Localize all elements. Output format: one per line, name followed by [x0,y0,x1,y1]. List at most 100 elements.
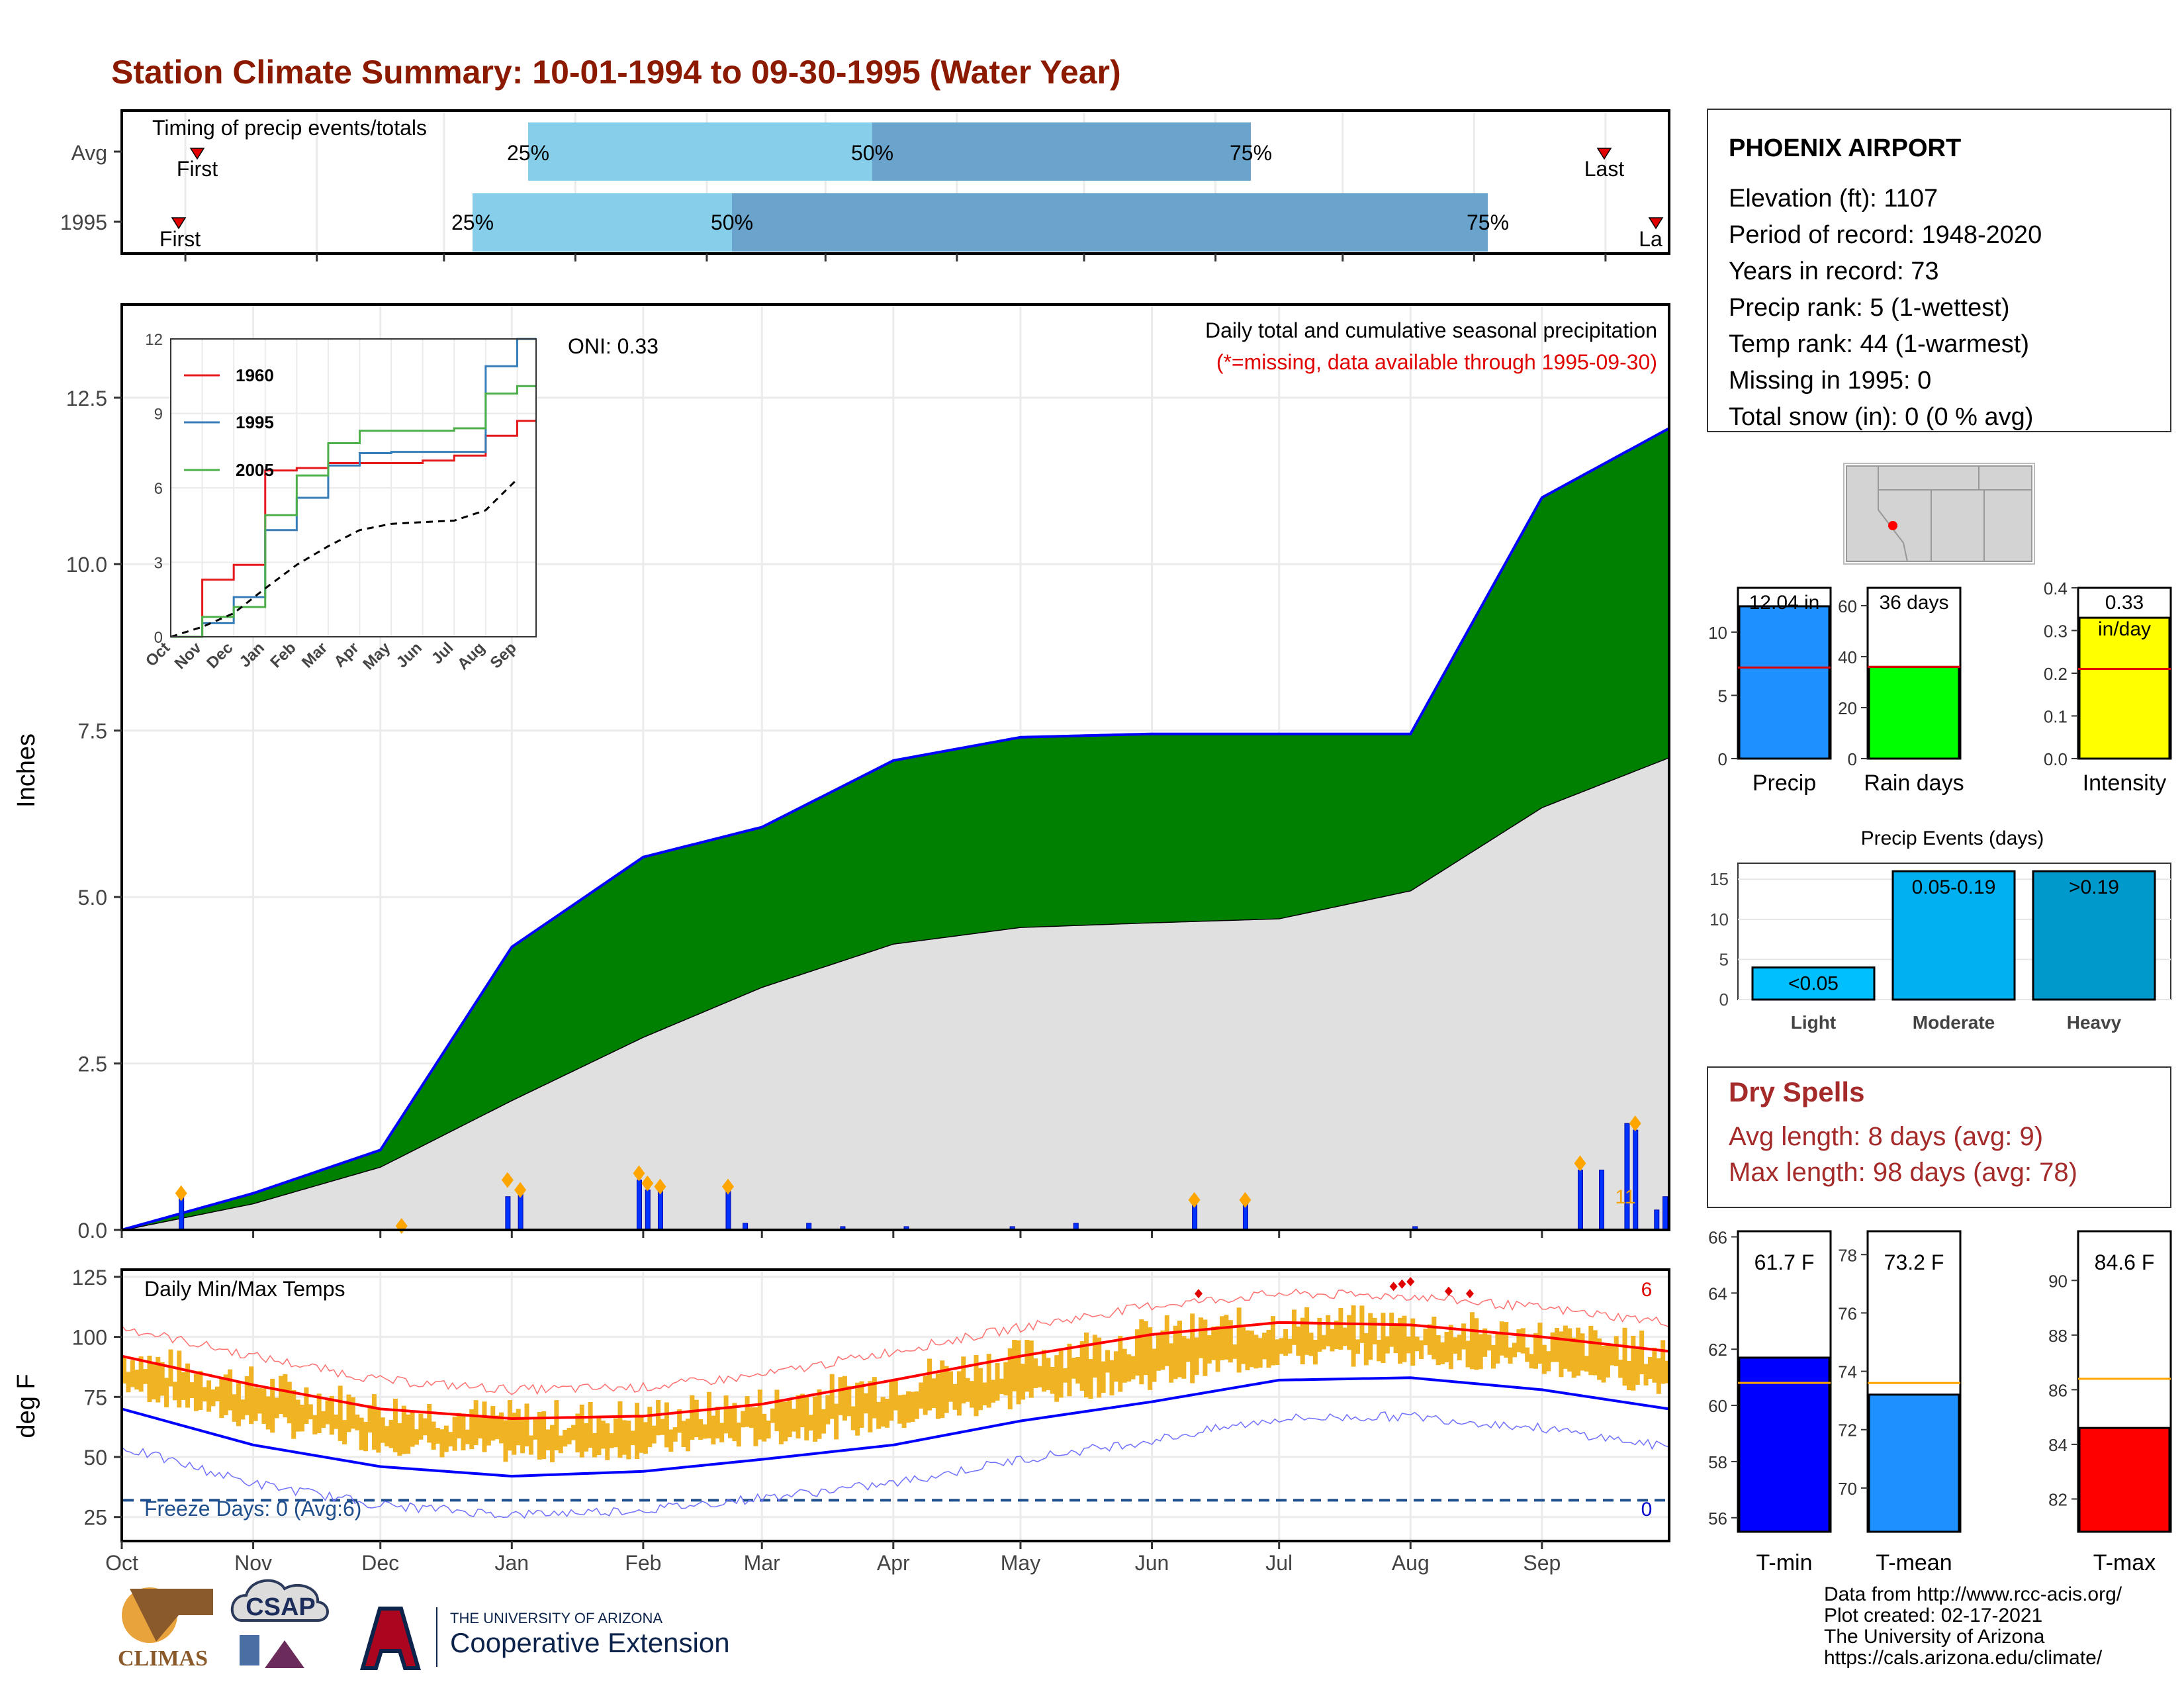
intensity-tick-label: 0.1 [2044,707,2068,727]
daily-temp-range [1580,1333,1585,1371]
daily-temp-range [570,1425,576,1440]
daily-temp-range [1220,1316,1225,1360]
daily-temp-range [283,1374,288,1418]
daily-temp-range [240,1399,246,1420]
intensity-label: Intensity [2083,771,2167,796]
daily-precip-bar [179,1196,185,1231]
map-state-co [1978,465,2032,491]
daily-temp-range [541,1411,547,1460]
daily-temp-range [1393,1325,1398,1354]
timing-avg-p75: 75% [1230,141,1272,165]
daily-temp-range [1075,1357,1081,1384]
tmin-tick-label: 56 [1708,1509,1727,1528]
temp-bar-charts: 56 58 60 62 64 66 61.7 F T-min 70 72 74 76 78 73.2 F T… [1708,1227,2172,1575]
timing-avg-p50: 50% [851,141,893,165]
daily-temp-range [910,1391,915,1422]
daily-temp-range [1377,1339,1382,1362]
daily-temp-range [1656,1358,1661,1394]
daily-temp-range [1490,1344,1496,1369]
daily-temp-range [1164,1315,1169,1366]
inset-ytick-label: 9 [154,406,163,424]
daily-temp-range [443,1425,449,1452]
daily-precip-bar [636,1180,642,1231]
daily-temp-range [859,1381,864,1428]
daily-temp-range [507,1400,512,1451]
daily-temp-range [1610,1345,1615,1366]
daily-temp-range [1067,1343,1072,1397]
daily-temp-range [452,1416,457,1451]
daily-temp-range [1236,1307,1242,1373]
daily-temp-range [308,1404,313,1420]
daily-temp-range [970,1381,975,1408]
daily-temp-range [1508,1347,1513,1364]
daily-temp-range [614,1418,619,1448]
timing-avg-bar-50-75 [872,122,1251,181]
temp-ytick-label: 25 [83,1506,107,1530]
daily-temp-range [575,1413,580,1453]
daily-temp-range [660,1419,665,1435]
daily-temp-range [359,1417,364,1450]
rain-days-chart: 0 20 40 60 36 days Rain days [1838,586,1964,796]
daily-temp-range [715,1407,720,1439]
daily-temp-range [1206,1335,1212,1364]
daily-temp-range [706,1391,711,1438]
daily-precip-bar [1624,1123,1630,1231]
timing-avg-first: First [177,157,218,181]
events-title: Precip Events (days) [1861,827,2044,849]
daily-temp-range [1177,1321,1182,1378]
station-info-box: PHOENIX AIRPORT Elevation (ft): 1107 Per… [1707,109,2171,432]
temp-title: Daily Min/Max Temps [144,1277,345,1301]
daily-temp-range [1546,1351,1551,1372]
events-bar-heavy [2032,870,2156,1001]
daily-temp-range [524,1403,529,1447]
precip-total-label: Precip [1752,771,1816,796]
daily-temp-range [257,1387,262,1414]
daily-temp-range [757,1389,762,1440]
month-label: Feb [625,1551,661,1575]
footer-line: Plot created: 02-17-2021 [1824,1605,2042,1626]
daily-temp-range [1169,1343,1174,1383]
daily-temp-range [868,1381,873,1432]
daily-temp-range [1541,1344,1547,1374]
inset-ytick-label: 12 [145,331,163,349]
daily-temp-range [388,1420,394,1448]
daily-temp-range [249,1366,254,1425]
daily-temp-range [931,1378,936,1408]
daily-temp-range [563,1429,568,1447]
rain-days-value: 36 days [1879,592,1948,614]
dry-spells-avg: Avg length: 8 days (avg: 9) [1729,1122,2043,1151]
daily-temp-range [600,1421,606,1449]
tmax-tick-label: 86 [2048,1380,2068,1400]
month-label: Dec [361,1551,399,1575]
daily-temp-range [431,1421,436,1450]
daily-temp-range [1194,1337,1199,1376]
daily-temp-range [1465,1340,1471,1368]
daily-temp-range [1529,1354,1534,1369]
daily-temp-range [766,1421,771,1439]
daily-temp-range [1148,1327,1153,1390]
daily-temp-range [520,1418,525,1454]
daily-temp-range [1652,1347,1657,1383]
daily-temp-range [1257,1338,1263,1368]
daily-temp-range [1139,1319,1144,1385]
precip-total-tick-label: 0 [1718,749,1727,769]
footer-line: The University of Arizona [1824,1626,2045,1648]
daily-temp-range [427,1403,432,1443]
daily-temp-range [516,1409,521,1446]
tmean-tick-label: 76 [1838,1303,1857,1323]
daily-temp-range [1537,1322,1543,1364]
csap-logo-rain [240,1635,259,1665]
daily-temp-range [592,1432,598,1458]
daily-temp-range [422,1418,428,1436]
daily-temp-range [1440,1342,1445,1364]
ua-a-mark [360,1607,421,1670]
daily-temp-range [1312,1339,1318,1365]
timing-avg-last: Last [1584,157,1625,181]
daily-temp-range [677,1409,682,1433]
footer-line: https://cals.arizona.edu/climate/ [1824,1647,2103,1669]
daily-temp-range [804,1396,809,1441]
avg-min-temp-line [121,1376,1670,1478]
daily-temp-range [1046,1358,1051,1390]
daily-temp-range [621,1420,627,1455]
station-location-dot [1888,521,1897,530]
